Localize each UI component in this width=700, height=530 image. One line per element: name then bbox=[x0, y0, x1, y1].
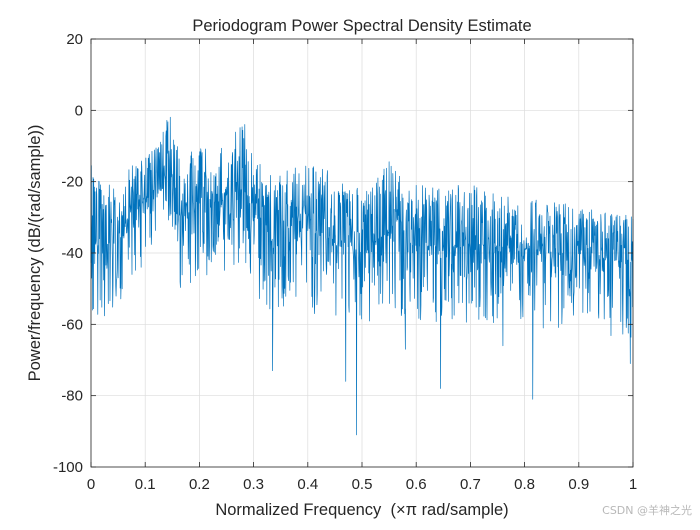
x-tick-label: 0.2 bbox=[189, 476, 210, 493]
x-tick-label: 0.8 bbox=[514, 476, 535, 493]
y-tick-label: -60 bbox=[61, 316, 83, 333]
y-tick-label: -80 bbox=[61, 388, 83, 405]
watermark-text: CSDN @羊神之光 bbox=[602, 504, 692, 517]
chart-title: Periodogram Power Spectral Density Estim… bbox=[192, 17, 531, 35]
y-tick-label: -40 bbox=[61, 245, 83, 262]
axis-ticks bbox=[90, 38, 634, 468]
x-tick-label: 0.1 bbox=[135, 476, 156, 493]
x-tick-label: 0.4 bbox=[297, 476, 318, 493]
x-tick-label: 0 bbox=[87, 476, 95, 493]
y-tick-label: 20 bbox=[66, 31, 83, 48]
x-tick-label: 0.7 bbox=[460, 476, 481, 493]
y-tick-label: -100 bbox=[53, 459, 83, 476]
data-series bbox=[90, 116, 634, 436]
x-tick-labels: 0 0.1 0.2 0.3 0.4 0.5 0.6 0.7 0.8 0.9 1 bbox=[87, 476, 637, 493]
x-axis-label: Normalized Frequency (×π rad/sample) bbox=[215, 501, 508, 519]
x-tick-label: 0.9 bbox=[568, 476, 589, 493]
x-tick-label: 1 bbox=[629, 476, 637, 493]
y-axis-label: Power/frequency (dB/(rad/sample)) bbox=[26, 125, 44, 382]
psd-series-line bbox=[90, 116, 634, 436]
x-tick-label: 0.6 bbox=[406, 476, 427, 493]
x-tick-label: 0.5 bbox=[352, 476, 373, 493]
y-tick-label: -20 bbox=[61, 174, 83, 191]
y-tick-labels: 20 0 -20 -40 -60 -80 -100 bbox=[53, 31, 83, 476]
x-tick-label: 0.3 bbox=[243, 476, 264, 493]
y-tick-label: 0 bbox=[75, 102, 83, 119]
